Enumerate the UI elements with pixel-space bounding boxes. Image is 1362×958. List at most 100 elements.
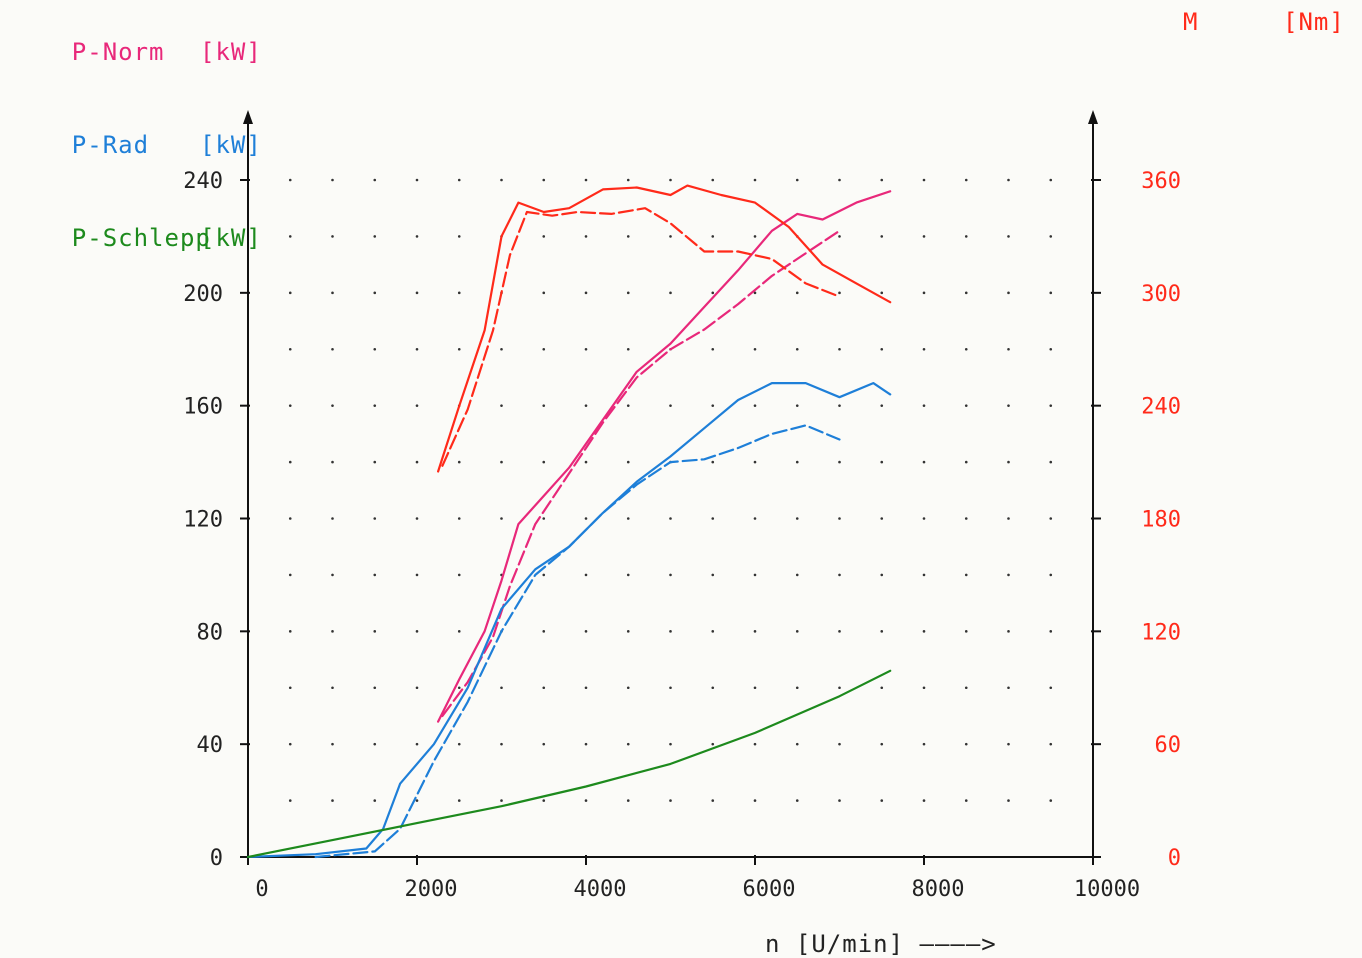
grid-dot: [542, 347, 546, 351]
grid-dot: [584, 630, 588, 633]
grid-dot: [288, 347, 292, 351]
grid-dot: [711, 291, 715, 295]
grid-dot: [1007, 742, 1010, 746]
grid-dot: [1049, 742, 1053, 746]
grid-dot: [373, 291, 377, 295]
grid-dot: [457, 630, 461, 633]
grid-dot: [922, 460, 926, 464]
grid-dot: [626, 178, 630, 182]
grid-dot: [922, 235, 926, 238]
grid-dot: [880, 742, 884, 746]
grid-dot: [457, 460, 461, 464]
grid-dot: [415, 742, 419, 746]
grid-dot: [415, 686, 419, 690]
series-line-m: [437, 184, 892, 473]
grid-dot: [753, 235, 757, 238]
grid-dot: [1049, 517, 1053, 520]
grid-dot: [373, 235, 377, 238]
series-line-p-rad-2: [314, 424, 841, 859]
grid-dot: [542, 630, 546, 633]
grid-dot: [288, 742, 292, 746]
grid-dot: [838, 517, 841, 520]
grid-dot: [669, 291, 672, 295]
grid-dot: [753, 460, 757, 464]
grid-dot: [415, 799, 419, 802]
grid-dot: [500, 178, 503, 182]
grid-dot: [542, 291, 546, 295]
grid-dot: [626, 291, 630, 295]
grid-dot: [542, 178, 546, 182]
grid-dot: [500, 404, 503, 407]
grid-dot: [584, 178, 588, 182]
grid-dot: [753, 742, 757, 746]
series-line-p-norm: [437, 190, 892, 723]
grid-dot: [331, 630, 334, 633]
grid-dot: [922, 573, 926, 577]
grid-dot: [500, 517, 503, 520]
grid-dot: [753, 630, 757, 633]
grid-dot: [331, 799, 334, 802]
legend-item-p-norm: P-Norm [kW]: [10, 6, 261, 99]
grid-dot: [584, 404, 588, 407]
grid-dot: [626, 460, 630, 464]
y2-tick-label: 300: [1141, 282, 1181, 307]
grid-dot: [542, 799, 546, 802]
grid-dot: [669, 517, 672, 520]
grid-dot: [1007, 291, 1010, 295]
grid-dot: [1049, 235, 1053, 238]
grid-dot: [584, 460, 588, 464]
grid-dot: [373, 686, 377, 690]
grid-dot: [964, 291, 968, 295]
grid-dot: [880, 235, 884, 238]
grid-dot: [626, 573, 630, 577]
grid-dot: [711, 573, 715, 577]
grid-dot: [1049, 686, 1053, 690]
x-tick-label: 0: [255, 877, 268, 902]
grid-dot: [795, 460, 799, 464]
grid-dot: [753, 291, 757, 295]
grid-dot: [415, 404, 419, 407]
grid-dot: [669, 573, 672, 577]
grid-dot: [711, 347, 715, 351]
grid-dot: [795, 178, 799, 182]
grid-dot: [1007, 686, 1010, 690]
grid-dot: [711, 799, 715, 802]
grid-dot: [500, 686, 503, 690]
x-tick-label: 4000: [574, 877, 627, 902]
grid-dot: [373, 460, 377, 464]
y2-tick-label: 120: [1141, 620, 1181, 645]
grid-dot: [880, 573, 884, 577]
series-line-p-schlepp: [246, 669, 892, 859]
grid-dot: [795, 573, 799, 577]
grid-dot: [964, 517, 968, 520]
grid-dot: [288, 178, 292, 182]
grid-dot: [331, 291, 334, 295]
grid-dot: [331, 573, 334, 577]
y-axis-arrow: [243, 110, 253, 124]
grid-dot: [795, 404, 799, 407]
grid-dot: [542, 235, 546, 238]
grid-dot: [415, 517, 419, 520]
grid-dot: [288, 686, 292, 690]
grid-dot: [880, 630, 884, 633]
grid-dot: [500, 799, 503, 802]
grid-dot: [838, 742, 841, 746]
y-tick-label: 120: [183, 508, 223, 533]
grid-dot: [1007, 460, 1010, 464]
grid-dot: [669, 630, 672, 633]
grid-dot: [838, 460, 841, 464]
grid-dot: [626, 686, 630, 690]
y-tick-label: 40: [197, 733, 224, 758]
grid-dot: [711, 686, 715, 690]
grid-dot: [1007, 235, 1010, 238]
grid-dot: [415, 347, 419, 351]
grid-dot: [1007, 347, 1010, 351]
grid-dot: [922, 517, 926, 520]
grid-dot: [626, 404, 630, 407]
grid-dot: [373, 404, 377, 407]
series-line-p-norm-2: [441, 229, 841, 718]
grid-dot: [1049, 460, 1053, 464]
grid-dot: [626, 517, 630, 520]
grid-dot: [922, 799, 926, 802]
